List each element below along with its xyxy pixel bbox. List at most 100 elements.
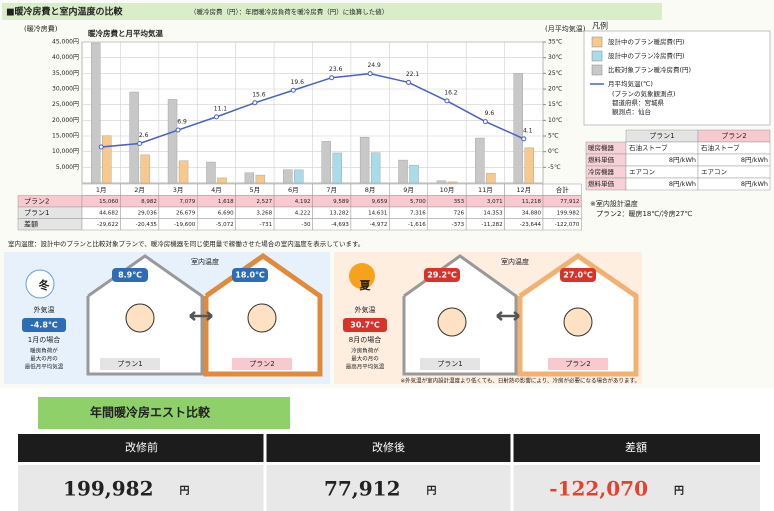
y2-tick-label: 5℃ (548, 133, 559, 140)
data-label: 16.2 (444, 89, 458, 96)
x-tick-label: 3月 (173, 186, 184, 194)
y-tick-label: 30,000円 (52, 86, 79, 93)
row-label: プラン2 (24, 197, 49, 205)
table-value: 77,912 (560, 199, 579, 205)
bar (371, 153, 380, 183)
temperature-point (99, 145, 103, 149)
table-value: 29,036 (138, 210, 158, 216)
x-tick-label: 10月 (440, 186, 455, 194)
table-value: 14,353 (483, 210, 503, 216)
bar (475, 138, 484, 183)
table-value: -19,600 (174, 222, 196, 228)
y2-tick-label: 35℃ (548, 39, 563, 46)
temperature-point (483, 120, 487, 124)
legend-label: 設計中のプラン冷房費(円) (608, 51, 685, 60)
table-value: 7,079 (180, 199, 196, 205)
table-value: 726 (454, 210, 465, 216)
temperature-point (330, 76, 334, 80)
table-value: -122,070 (555, 222, 580, 228)
face-icon (564, 308, 592, 336)
temperature-point (138, 142, 142, 146)
bar (91, 43, 100, 183)
table-value: 14,631 (368, 210, 387, 216)
table-value: -5,072 (216, 222, 234, 228)
y2-tick-label: 20℃ (548, 86, 563, 93)
table-value: 8円/kWh (741, 156, 768, 164)
bar (256, 175, 265, 183)
table-value: 8円/kWh (669, 180, 696, 188)
legend-label: 設計中のプラン暖房費(円) (608, 37, 685, 46)
indoor-temp: 29.2℃ (427, 271, 457, 280)
temperature-point (176, 128, 180, 132)
plan-label: プラン2 (565, 360, 590, 368)
month-label: 1月の場合 (28, 335, 60, 344)
plan-label: プラン1 (117, 360, 142, 368)
table-value: 5,700 (410, 199, 426, 205)
table-value: 2,527 (256, 199, 272, 205)
legend-label: 月平均気温(℃) (608, 79, 653, 88)
x-tick-label: 4月 (211, 186, 222, 194)
data-label: 9.6 (485, 110, 495, 117)
bar (102, 136, 111, 183)
temperature-point (291, 88, 295, 92)
x-tick-label: 合計 (556, 185, 570, 194)
y2-tick-label: 0℃ (548, 148, 559, 155)
temperature-point (253, 101, 257, 105)
table-value: 34,880 (522, 210, 542, 216)
bar (525, 148, 534, 183)
comparison-title: 年間暖冷房エスト比較 (90, 405, 211, 420)
y2-tick-label: 25℃ (548, 70, 563, 77)
table-value: 3,268 (256, 210, 272, 216)
bar (206, 162, 215, 183)
table-value: 11,218 (522, 199, 542, 205)
spec-note: プラン2：暖房18℃/冷房27℃ (596, 209, 692, 218)
bar (217, 178, 226, 183)
table-header: プラン1 (649, 132, 674, 140)
bar (294, 170, 303, 183)
data-label: 6.9 (177, 119, 187, 126)
legend-note: 都道府県：宮城県 (612, 98, 665, 107)
y-tick-label: 5,000円 (56, 164, 79, 171)
outdoor-label: 外気温 (34, 305, 55, 314)
data-label: 4.1 (523, 127, 533, 134)
table-value: 冷房機器 (588, 167, 615, 176)
data-label: 15.6 (252, 91, 266, 98)
header-title: ■暖冷房費と室内温度の比較 (6, 6, 124, 18)
outdoor-temp: -4.8℃ (30, 321, 57, 330)
legend-title: 凡例 (592, 21, 608, 31)
x-tick-label: 5月 (250, 186, 261, 194)
y-tick-label: 35,000円 (52, 70, 79, 77)
y-tick-label: 15,000円 (52, 133, 79, 140)
bar (179, 161, 188, 183)
bar (333, 153, 342, 183)
plan-label: プラン2 (249, 360, 274, 368)
table-value: 4,192 (295, 199, 311, 205)
data-label: 24.9 (367, 62, 381, 69)
data-label: 23.6 (329, 66, 343, 73)
row-label: プラン1 (24, 209, 49, 217)
bar (399, 160, 408, 183)
comparison-header: 改修後 (372, 440, 405, 454)
outdoor-note: 最大の月の (30, 355, 58, 363)
indoor-label: 室内温度 (191, 257, 219, 266)
table-value: -1,616 (408, 222, 426, 228)
x-tick-label: 2月 (134, 186, 145, 194)
table-value: -23,644 (520, 222, 542, 228)
table-value: -29,622 (97, 222, 118, 228)
legend-note: 観測点：仙台 (612, 107, 651, 116)
table-value: 9,659 (372, 199, 388, 205)
comparison-amount: 199,982 (63, 477, 153, 501)
table-value: -373 (452, 222, 465, 228)
table-value: -4,972 (370, 222, 388, 228)
indoor-temp: 27.0℃ (563, 271, 593, 280)
table-value: 石油ストーブ (701, 143, 740, 152)
comparison-unit: 円 (674, 485, 684, 497)
table-value: 44,682 (99, 210, 118, 216)
bar (410, 165, 419, 183)
outdoor-note: 最高月平均気温 (346, 363, 385, 371)
bar (130, 92, 139, 183)
table-value: -30 (302, 222, 311, 228)
month-label: 8月の場合 (349, 335, 381, 344)
y2-axis-label: (月平均気温) (545, 24, 586, 33)
outdoor-temp: 30.7℃ (350, 321, 380, 330)
